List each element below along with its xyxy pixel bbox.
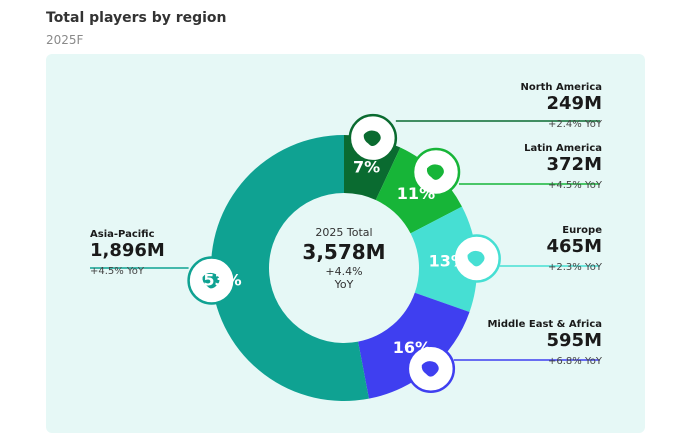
- pct-label-asia-pacific: 53%: [203, 271, 241, 290]
- region-yoy: +2.3% YoY: [548, 262, 602, 273]
- label-middle-east-africa: Middle East & Africa 595M +6.8% YoY: [487, 319, 602, 367]
- region-yoy: +4.5% YoY: [548, 180, 602, 191]
- pct-label-middle-east-africa: 16%: [393, 338, 431, 357]
- region-value: 595M: [546, 330, 603, 351]
- region-value: 1,896M: [90, 240, 165, 261]
- total-yoy: +4.4%: [325, 265, 363, 278]
- asia-pacific-map-icon: [187, 256, 236, 305]
- pct-label-north-america: 7%: [353, 157, 380, 176]
- label-asia-pacific: Asia-Pacific 1,896M +4.5% YoY: [90, 229, 165, 277]
- region-name: Europe: [562, 225, 602, 236]
- label-europe: Europe 465M +2.3% YoY: [547, 225, 603, 273]
- slice-latin-america[interactable]: [375, 147, 462, 234]
- chart-subtitle: 2025F: [46, 33, 84, 47]
- region-name: Asia-Pacific: [90, 229, 155, 240]
- europe-map-icon: [452, 234, 501, 283]
- slice-asia-pacific[interactable]: [210, 135, 369, 401]
- region-name: North America: [520, 82, 602, 93]
- region-name: Middle East & Africa: [487, 319, 602, 330]
- total-value: 3,578M: [302, 240, 386, 264]
- pct-label-latin-america: 11%: [397, 184, 435, 203]
- africa-map-icon: [406, 344, 456, 393]
- total-label: 2025 Total: [315, 226, 373, 239]
- region-yoy: +6.8% YoY: [548, 356, 602, 367]
- region-yoy: +2.4% YoY: [548, 119, 602, 130]
- total-yoy-unit: YoY: [334, 278, 354, 291]
- north-america-map-icon: [348, 113, 398, 163]
- label-north-america: North America 249M +2.4% YoY: [520, 82, 602, 130]
- slice-europe[interactable]: [410, 206, 477, 312]
- region-value: 249M: [546, 93, 603, 114]
- latin-america-map-icon: [411, 147, 461, 197]
- region-yoy: +4.5% YoY: [90, 266, 144, 277]
- region-name: Latin America: [524, 143, 602, 154]
- slice-middle-east-africa[interactable]: [358, 292, 470, 399]
- label-latin-america: Latin America 372M +4.5% YoY: [524, 143, 602, 191]
- pct-label-europe: 13%: [429, 252, 467, 271]
- region-value: 465M: [546, 236, 603, 257]
- region-value: 372M: [546, 154, 603, 175]
- chart-title: Total players by region: [46, 10, 227, 26]
- total-summary: 2025 Total 3,578M +4.4% YoY: [284, 226, 404, 291]
